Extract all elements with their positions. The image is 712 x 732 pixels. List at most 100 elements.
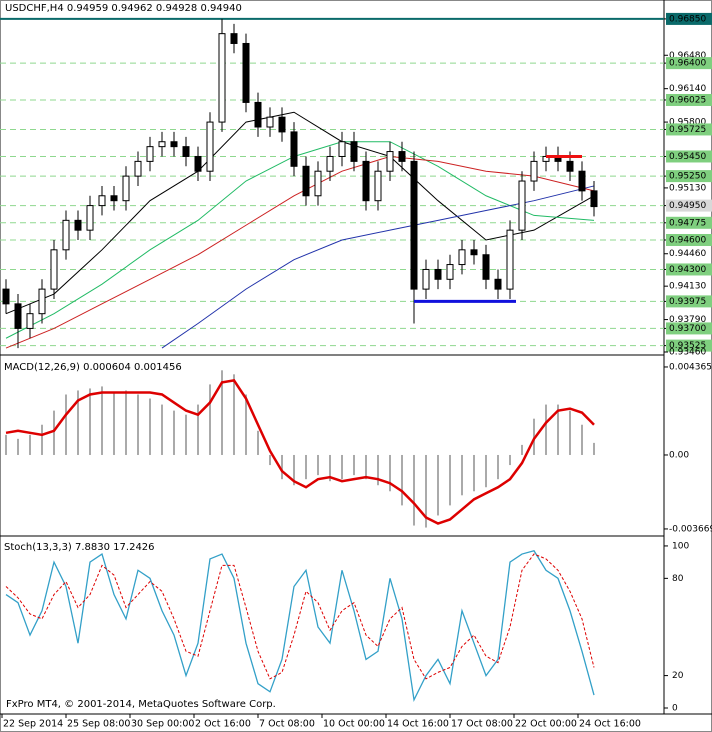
candle-body <box>146 146 154 162</box>
candle-body <box>422 268 430 290</box>
stoch-scale-label: 20 <box>672 671 684 681</box>
candle-body <box>326 155 334 172</box>
candle-body <box>38 288 46 315</box>
price-label: 0.96850 <box>669 14 706 24</box>
date-label: 14 Oct 16:00 <box>387 719 449 730</box>
macd-scale-label: 0.004365 <box>669 362 712 372</box>
candle-body <box>74 219 82 231</box>
price-label: 0.95130 <box>669 183 706 193</box>
candle-body <box>62 219 70 251</box>
candle-body <box>578 170 586 192</box>
header: USDCHF,H4 0.94959 0.94962 0.94928 0.9494… <box>5 3 242 14</box>
candle-body <box>122 175 130 202</box>
candle-body <box>446 264 454 280</box>
candle-body <box>470 249 478 256</box>
stoch-scale-label: 80 <box>672 574 684 584</box>
date-label: 10 Oct 00:00 <box>323 719 385 730</box>
candle-body <box>2 288 10 305</box>
candle-body <box>98 195 106 207</box>
price-label: 0.93975 <box>669 297 706 307</box>
date-label: 7 Oct 08:00 <box>259 719 315 730</box>
candle-body <box>254 101 262 128</box>
date-label: 22 Oct 00:00 <box>515 719 577 730</box>
candle-body <box>170 141 178 148</box>
candle-body <box>242 42 250 103</box>
price-label: 0.93525 <box>669 341 706 351</box>
price-label-box <box>666 216 712 229</box>
date-label: 24 Oct 16:00 <box>579 719 641 730</box>
candle-body <box>230 33 238 44</box>
macd-signal <box>5 379 595 525</box>
price-label-box <box>666 322 712 335</box>
candle-body <box>530 160 538 182</box>
candle-body <box>86 205 94 231</box>
candle-body <box>314 170 322 197</box>
price-label-box <box>666 123 712 136</box>
macd-scale-label: -0.003669 <box>669 524 712 534</box>
price-label: 0.93790 <box>669 315 706 325</box>
candle-body <box>458 249 466 266</box>
price-label: 0.94300 <box>669 265 706 275</box>
date-label: 30 Sep 00:00 <box>131 719 194 730</box>
candle-body <box>26 313 34 329</box>
price-label: 0.95725 <box>669 125 706 135</box>
price-label: 0.94775 <box>669 218 706 228</box>
date-label: 22 Sep 2014 <box>3 719 63 730</box>
candle-body <box>194 155 202 172</box>
price-label: 0.94130 <box>669 282 706 292</box>
candle-body <box>278 116 286 133</box>
candle-body <box>434 268 442 280</box>
candle-body <box>158 141 166 148</box>
stoch-main <box>5 550 595 703</box>
candle-body <box>110 195 118 202</box>
macd-label: MACD(12,26,9) 0.000604 0.001456 <box>4 362 182 373</box>
candle-body <box>374 170 382 202</box>
candle-body <box>566 160 574 172</box>
price-label-box <box>666 199 712 212</box>
candle-body <box>518 180 526 231</box>
price-label-box <box>666 233 712 246</box>
candle-body <box>50 249 58 290</box>
price-label: 0.96480 <box>669 51 706 61</box>
candle-body <box>290 131 298 167</box>
candle-body <box>14 303 22 329</box>
candle-body <box>482 254 490 280</box>
stoch-signal <box>5 553 595 680</box>
candle-body <box>350 141 358 162</box>
price-label: 0.96025 <box>669 95 706 105</box>
price-label: 0.94600 <box>669 235 706 245</box>
candle-body <box>506 229 514 290</box>
date-label: 17 Oct 08:00 <box>451 719 513 730</box>
stoch-scale-label: 0 <box>672 704 678 714</box>
date-label: 2 Oct 16:00 <box>195 719 251 730</box>
candle-body <box>590 190 598 208</box>
price-label: 0.94460 <box>669 249 706 259</box>
candle-body <box>266 116 274 128</box>
price-label: 0.93460 <box>669 348 706 358</box>
copyright: FxPro MT4, © 2001-2014, MetaQuotes Softw… <box>6 699 276 710</box>
price-label: 0.95800 <box>669 118 706 128</box>
price-label: 0.95250 <box>669 172 706 182</box>
price-label-box <box>666 263 712 276</box>
candle-body <box>302 165 310 197</box>
price-label: 0.94950 <box>669 201 706 211</box>
price-label-box <box>666 150 712 163</box>
price-label: 0.95450 <box>669 152 706 162</box>
candle-body <box>362 160 370 202</box>
candle-body <box>182 146 190 157</box>
macd-scale-label: 0.00 <box>669 450 689 460</box>
price-label-box <box>666 295 712 308</box>
moving-average <box>161 185 595 349</box>
candle-body <box>218 33 226 123</box>
date-label: 25 Sep 08:00 <box>67 719 130 730</box>
price-label-box <box>666 170 712 183</box>
candle-body <box>494 278 502 290</box>
moving-average <box>5 111 595 315</box>
price-label: 0.96140 <box>669 84 706 94</box>
candle-body <box>410 160 418 290</box>
price-label-box <box>666 93 712 106</box>
price-label: 0.93700 <box>669 324 706 334</box>
price-label-box <box>666 339 712 352</box>
candle-body <box>338 141 346 157</box>
